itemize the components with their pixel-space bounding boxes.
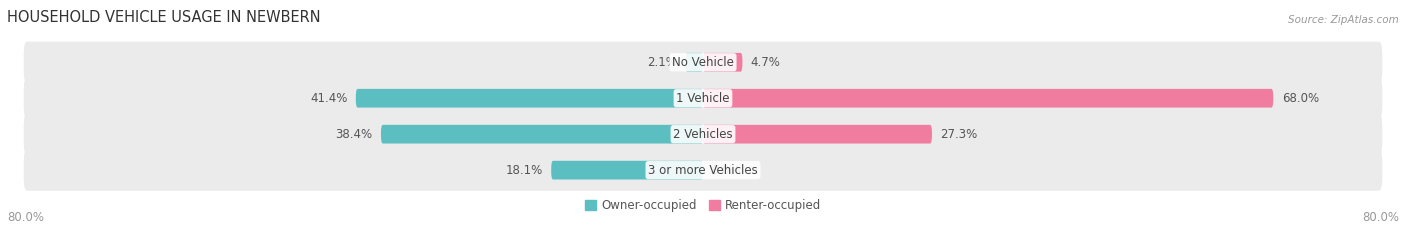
FancyBboxPatch shape (24, 114, 1382, 155)
Text: 3 or more Vehicles: 3 or more Vehicles (648, 164, 758, 177)
Text: HOUSEHOLD VEHICLE USAGE IN NEWBERN: HOUSEHOLD VEHICLE USAGE IN NEWBERN (7, 10, 321, 25)
Text: 68.0%: 68.0% (1282, 92, 1319, 105)
Text: 4.7%: 4.7% (751, 56, 780, 69)
Text: Source: ZipAtlas.com: Source: ZipAtlas.com (1288, 15, 1399, 25)
FancyBboxPatch shape (24, 78, 1382, 119)
FancyBboxPatch shape (685, 53, 703, 72)
Text: 38.4%: 38.4% (336, 128, 373, 141)
FancyBboxPatch shape (703, 53, 742, 72)
Text: 18.1%: 18.1% (506, 164, 543, 177)
FancyBboxPatch shape (24, 42, 1382, 83)
FancyBboxPatch shape (551, 161, 703, 179)
Text: 41.4%: 41.4% (311, 92, 347, 105)
Legend: Owner-occupied, Renter-occupied: Owner-occupied, Renter-occupied (579, 195, 827, 217)
FancyBboxPatch shape (703, 125, 932, 143)
Text: 2.1%: 2.1% (647, 56, 678, 69)
Text: 2 Vehicles: 2 Vehicles (673, 128, 733, 141)
Text: 0.0%: 0.0% (711, 164, 741, 177)
FancyBboxPatch shape (356, 89, 703, 108)
Text: 80.0%: 80.0% (7, 211, 44, 224)
FancyBboxPatch shape (703, 89, 1274, 108)
FancyBboxPatch shape (381, 125, 703, 143)
FancyBboxPatch shape (24, 150, 1382, 191)
Text: No Vehicle: No Vehicle (672, 56, 734, 69)
Text: 80.0%: 80.0% (1362, 211, 1399, 224)
Text: 1 Vehicle: 1 Vehicle (676, 92, 730, 105)
Text: 27.3%: 27.3% (941, 128, 977, 141)
